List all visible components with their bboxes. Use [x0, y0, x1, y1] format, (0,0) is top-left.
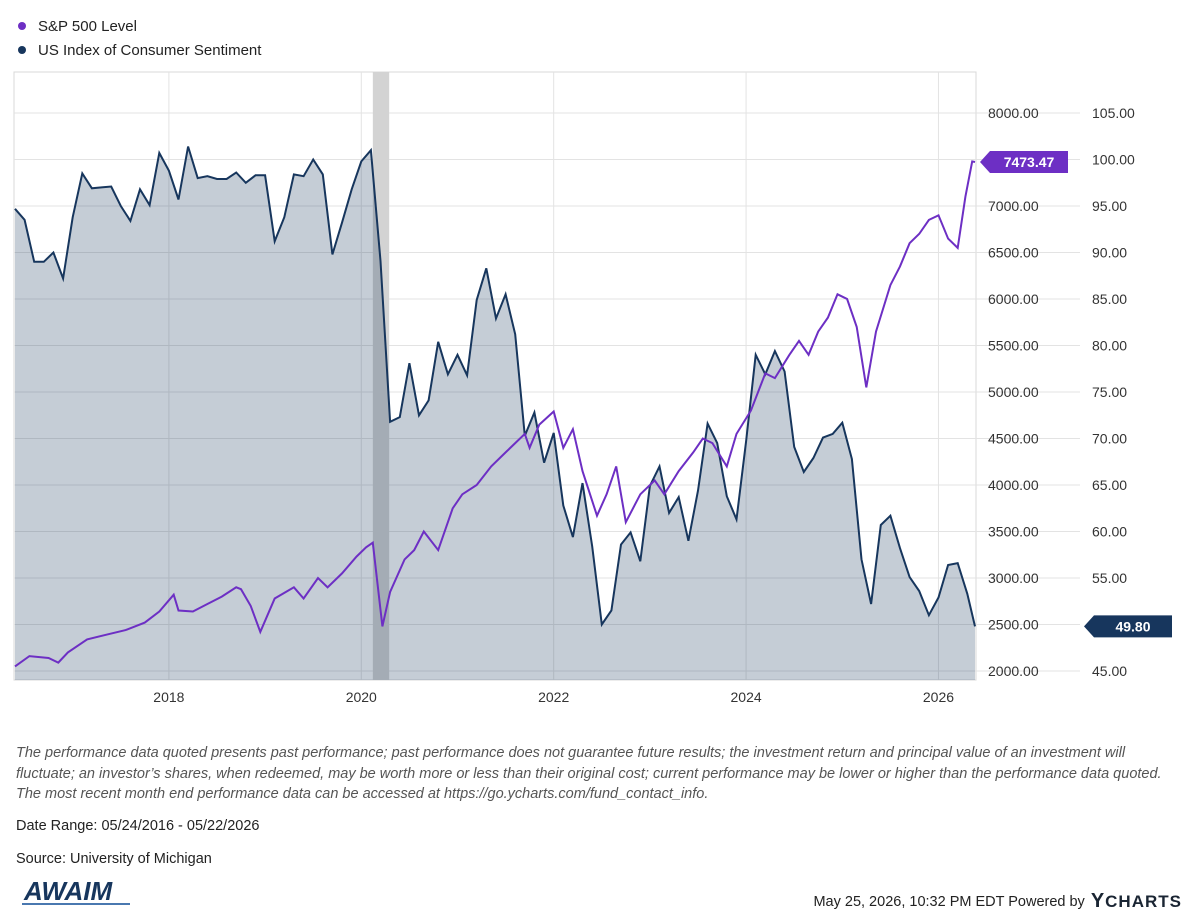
x-tick-label: 2024	[731, 689, 762, 705]
y-right-tick-label: 100.00	[1092, 152, 1135, 168]
grid-lines	[14, 72, 1080, 680]
performance-disclaimer: The performance data quoted presents pas…	[16, 745, 1162, 802]
y-right-tick-label: 75.00	[1092, 384, 1127, 400]
y-left-tick-label: 8000.00	[988, 105, 1039, 121]
sentiment-last-value: 49.80	[1115, 618, 1150, 634]
sp500-line	[14, 160, 976, 668]
footer-timestamp: May 25, 2026, 10:32 PM EDT Powered by	[813, 893, 1085, 910]
y-left-tick-label: 7000.00	[988, 198, 1039, 214]
awaim-logo: AWAIM	[22, 876, 130, 906]
y-left-tick-label: 5500.00	[988, 338, 1039, 354]
logo-text: AWAIM	[23, 876, 113, 906]
sentiment-line	[14, 146, 976, 628]
x-tick-label: 2018	[153, 689, 184, 705]
ycharts-rest: CHARTS	[1105, 892, 1182, 911]
y-left-tick-label: 6500.00	[988, 245, 1039, 261]
y-right-tick-label: 80.00	[1092, 338, 1127, 354]
y-left-tick-label: 6000.00	[988, 291, 1039, 307]
sentiment-area-fill	[14, 146, 976, 680]
y-left-tick-label: 4000.00	[988, 477, 1039, 493]
y-axis-right: 105.00 100.00 95.00 90.00 85.00 80.00 75.00 70.…	[1092, 105, 1135, 679]
sentiment-last-value-box	[1084, 615, 1172, 638]
y-right-tick-label: 85.00	[1092, 291, 1127, 307]
y-left-tick-label: 2500.00	[988, 617, 1039, 633]
series-lines	[14, 146, 976, 668]
last-value-labels: 7473.47 49.80	[980, 151, 1172, 638]
legend-item-sentiment[interactable]: US Index of Consumer Sentiment	[18, 38, 261, 62]
legend-label-sentiment: US Index of Consumer Sentiment	[38, 41, 262, 59]
y-right-tick-label: 95.00	[1092, 198, 1127, 214]
x-axis: 2018 2020 2022 2024 2026	[153, 689, 954, 705]
y-right-tick-label: 60.00	[1092, 524, 1127, 540]
y-right-tick-label: 65.00	[1092, 477, 1127, 493]
sp500-last-value: 7473.47	[1004, 154, 1055, 170]
y-right-tick-label: 90.00	[1092, 245, 1127, 261]
y-right-tick-label: 55.00	[1092, 570, 1127, 586]
y-left-tick-label: 2000.00	[988, 663, 1039, 679]
x-tick-label: 2026	[923, 689, 954, 705]
legend-item-sp500[interactable]: S&P 500 Level	[18, 14, 261, 38]
sp500-last-value-box	[980, 151, 1068, 174]
x-tick-label: 2022	[538, 689, 569, 705]
legend-dot-sentiment	[18, 46, 26, 54]
date-range: Date Range: 05/24/2016 - 05/22/2026	[16, 818, 260, 834]
legend-dot-sp500	[18, 22, 26, 30]
y-axis-left: 8000.007500.007000.006500.006000.005500.…	[988, 105, 1039, 679]
y-left-tick-label: 4500.00	[988, 431, 1039, 447]
footer: May 25, 2026, 10:32 PM EDT Powered by YC…	[813, 890, 1182, 913]
ycharts-y: Y	[1090, 890, 1106, 912]
plot-frame	[13, 71, 977, 681]
y-left-tick-label: 5000.00	[988, 384, 1039, 400]
y-left-tick-label: 3000.00	[988, 570, 1039, 586]
ycharts-brand[interactable]: YCHARTS	[1091, 890, 1182, 913]
y-left-tick-label: 3500.00	[988, 524, 1039, 540]
legend-label-sp500: S&P 500 Level	[38, 17, 137, 35]
chart-legend: S&P 500 Level US Index of Consumer Senti…	[18, 14, 261, 62]
source-note: Source: University of Michigan	[16, 851, 212, 867]
sentiment-area	[14, 146, 976, 680]
y-right-tick-label: 45.00	[1092, 663, 1127, 679]
y-right-tick-label: 70.00	[1092, 431, 1127, 447]
x-tick-label: 2020	[346, 689, 377, 705]
y-right-tick-label: 105.00	[1092, 105, 1135, 121]
